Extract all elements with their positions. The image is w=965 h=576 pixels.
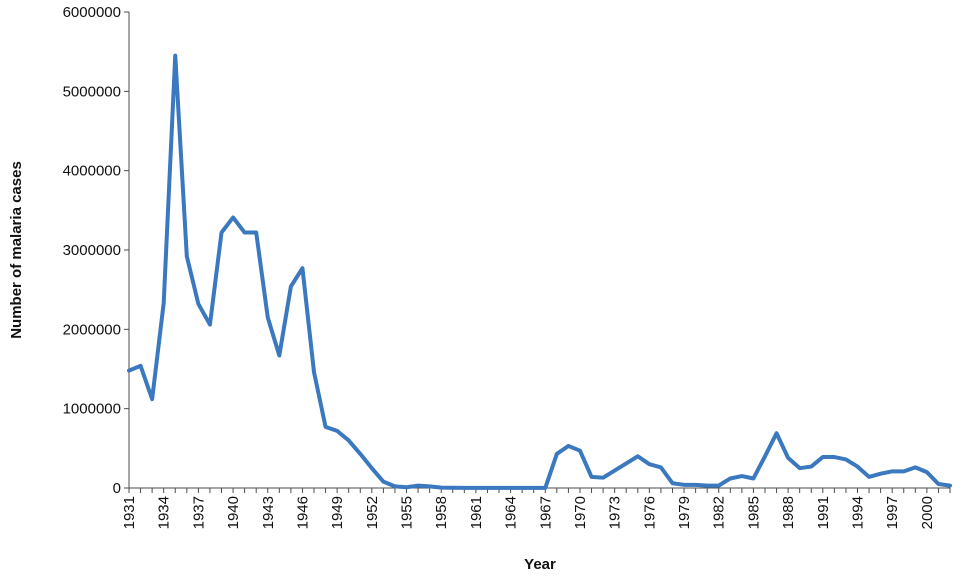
series-group	[127, 53, 952, 490]
y-tick-label: 4000000	[63, 163, 121, 180]
x-tick-label: 1988	[780, 496, 797, 529]
y-tick-label: 6000000	[63, 4, 121, 21]
y-tick-group: 0 1000000 2000000 3000000 4000000 5000000 6000…	[63, 4, 129, 497]
x-tick-label: 1931	[121, 496, 138, 529]
x-tick-label: 1976	[641, 496, 658, 529]
x-tick-label: 1982	[711, 496, 728, 529]
x-tick-label: 1970	[572, 496, 589, 529]
y-tick-label: 1000000	[63, 401, 121, 418]
y-tick-label: 5000000	[63, 83, 121, 100]
x-tick-label: 1979	[676, 496, 693, 529]
x-tick-label: 1967	[537, 496, 554, 529]
x-tick-label: 1940	[225, 496, 242, 529]
y-tick-label: 3000000	[63, 242, 121, 259]
x-tick-label: 1934	[156, 496, 173, 529]
x-tick-label: 1943	[260, 496, 277, 529]
y-axis-title: Number of malaria cases	[8, 161, 25, 339]
x-tick-label: 1949	[329, 496, 346, 529]
x-tick-label: 1973	[607, 496, 624, 529]
x-tick-label: 1991	[815, 496, 832, 529]
x-tick-label: 1958	[433, 496, 450, 529]
x-tick-label: 1964	[503, 496, 520, 529]
x-axis-title: Year	[524, 556, 556, 573]
y-tick-label: 2000000	[63, 321, 121, 338]
x-tick-label: 1961	[468, 496, 485, 529]
x-tick-label: 1955	[399, 496, 416, 529]
series-line	[127, 53, 952, 490]
x-tick-label: 1946	[294, 496, 311, 529]
y-tick-label: 0	[113, 480, 121, 497]
x-tick-label: 1937	[190, 496, 207, 529]
x-tick-label: 2000	[919, 496, 936, 529]
x-tick-label: 1985	[745, 496, 762, 529]
x-tick-label: 1952	[364, 496, 381, 529]
x-tick-label: 1994	[849, 496, 866, 529]
x-tick-group: 1931 1934 1937 1940 1943 1946 1949 1952 1955 1958…	[121, 488, 951, 529]
x-tick-label: 1997	[884, 496, 901, 529]
